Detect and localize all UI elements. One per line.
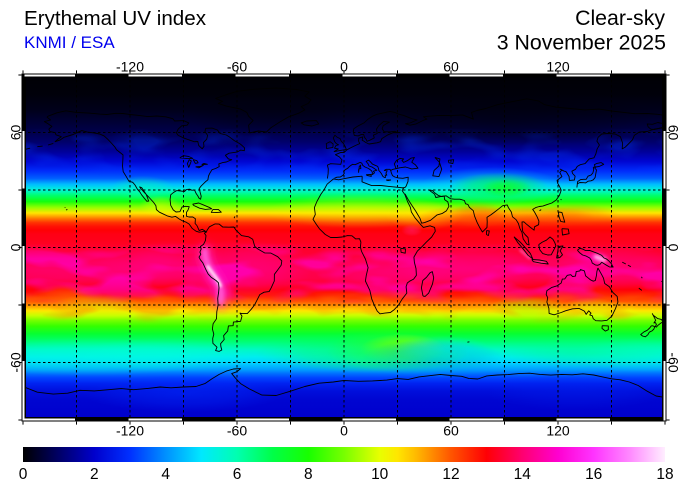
svg-text:-60: -60 <box>8 352 24 372</box>
svg-text:-120: -120 <box>116 423 144 439</box>
svg-text:0: 0 <box>8 243 24 251</box>
svg-text:0: 0 <box>19 466 28 483</box>
svg-text:8: 8 <box>304 466 313 483</box>
svg-text:-120: -120 <box>116 59 144 75</box>
svg-text:120: 120 <box>546 423 570 439</box>
svg-text:0: 0 <box>340 423 348 439</box>
svg-text:60: 60 <box>666 125 682 141</box>
svg-text:3 November 2025: 3 November 2025 <box>497 31 666 55</box>
svg-text:60: 60 <box>443 423 459 439</box>
svg-text:16: 16 <box>585 466 602 483</box>
svg-text:2: 2 <box>90 466 99 483</box>
svg-text:Erythemal UV index: Erythemal UV index <box>24 7 207 30</box>
svg-text:12: 12 <box>442 466 459 483</box>
svg-text:0: 0 <box>666 244 682 252</box>
svg-text:6: 6 <box>233 466 242 483</box>
svg-text:-60: -60 <box>666 352 682 372</box>
svg-text:14: 14 <box>514 466 532 483</box>
svg-text:Clear-sky: Clear-sky <box>575 6 665 30</box>
svg-text:10: 10 <box>371 466 389 483</box>
svg-text:60: 60 <box>8 125 24 141</box>
svg-text:0: 0 <box>340 59 348 75</box>
svg-text:18: 18 <box>656 466 673 483</box>
svg-text:60: 60 <box>443 59 459 75</box>
svg-text:-60: -60 <box>227 59 247 75</box>
svg-text:120: 120 <box>546 59 570 75</box>
svg-text:4: 4 <box>161 466 170 483</box>
svg-text:KNMI / ESA: KNMI / ESA <box>24 33 115 52</box>
svg-text:-60: -60 <box>227 423 247 439</box>
